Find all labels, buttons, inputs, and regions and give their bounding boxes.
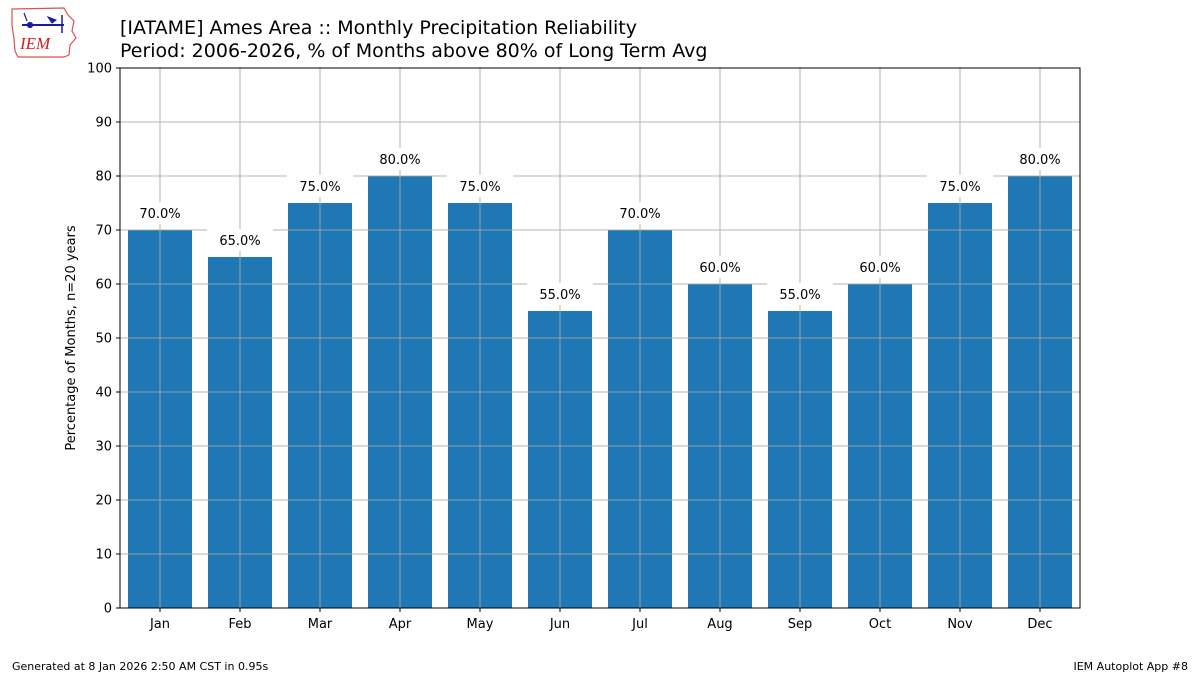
bar-value-label: 65.0% (219, 234, 260, 249)
bar-value-label: 75.0% (939, 180, 980, 195)
x-tick-label: Mar (308, 617, 333, 632)
bars (120, 68, 1080, 608)
y-tick-label: 100 (87, 62, 112, 77)
bar-label-box (607, 202, 673, 224)
logo-text: IEM (19, 34, 51, 53)
bar-value-label: 80.0% (1019, 153, 1060, 168)
bar-label-box (527, 283, 593, 305)
bar-value-label: 55.0% (539, 288, 580, 303)
y-tick-label: 70 (95, 224, 112, 239)
bar-value-label: 70.0% (619, 207, 660, 222)
chart-title: [IATAME] Ames Area :: Monthly Precipitat… (120, 17, 637, 39)
y-tick-label: 10 (95, 548, 112, 563)
bar-value-label: 70.0% (139, 207, 180, 222)
x-tick-label: Apr (389, 617, 412, 632)
x-tick-label: Jul (631, 617, 648, 632)
y-axis-ticks: 0 10 20 30 40 50 60 70 80 90 100 (87, 62, 120, 617)
bar-value-labels: 70.0% 65.0% 75.0% 80.0% 75.0% 55.0% 70.0% 60.0%… (127, 148, 1073, 305)
x-axis-ticks: Jan Feb Mar Apr May Jun Jul Aug Sep Oct Nov Dec (149, 608, 1053, 632)
bar-label-box (1007, 148, 1073, 170)
y-tick-label: 80 (95, 170, 112, 185)
x-tick-label: Sep (788, 617, 813, 632)
x-tick-label: Feb (228, 617, 251, 632)
bar-label-box (207, 229, 273, 251)
x-tick-label: Jun (549, 617, 570, 632)
bar-label-box (367, 148, 433, 170)
x-tick-label: Nov (947, 617, 973, 632)
bar-label-box (447, 175, 513, 197)
bar-label-box (847, 256, 913, 278)
bar-value-label: 55.0% (779, 288, 820, 303)
y-tick-label: 60 (95, 278, 112, 293)
bar-value-label: 75.0% (299, 180, 340, 195)
y-tick-label: 40 (95, 386, 112, 401)
bar-value-label: 60.0% (859, 261, 900, 276)
x-tick-label: Oct (869, 617, 891, 632)
x-tick-label: Dec (1027, 617, 1052, 632)
x-tick-label: Aug (707, 617, 732, 632)
y-tick-label: 20 (95, 494, 112, 509)
bar-label-box (287, 175, 353, 197)
y-tick-label: 90 (95, 116, 112, 131)
iem-logo: IEM (11, 7, 77, 58)
chart-subtitle: Period: 2006-2026, % of Months above 80%… (120, 40, 708, 62)
iowa-state-outline (11, 7, 77, 58)
y-tick-label: 30 (95, 440, 112, 455)
weather-station-icon (22, 12, 64, 33)
bar-label-box (687, 256, 753, 278)
y-tick-label: 0 (104, 602, 112, 617)
y-axis-label: Percentage of Months, n=20 years (64, 225, 79, 451)
bar-label-box (127, 202, 193, 224)
bar-value-label: 60.0% (699, 261, 740, 276)
x-tick-label: Jan (149, 617, 170, 632)
x-tick-label: May (467, 617, 494, 632)
bar-value-label: 80.0% (379, 153, 420, 168)
y-tick-label: 50 (95, 332, 112, 347)
bar-label-box (927, 175, 993, 197)
generated-timestamp: Generated at 8 Jan 2026 2:50 AM CST in 0… (12, 660, 269, 673)
bar-value-label: 75.0% (459, 180, 500, 195)
bar-label-box (767, 283, 833, 305)
app-credit: IEM Autoplot App #8 (1073, 660, 1188, 673)
